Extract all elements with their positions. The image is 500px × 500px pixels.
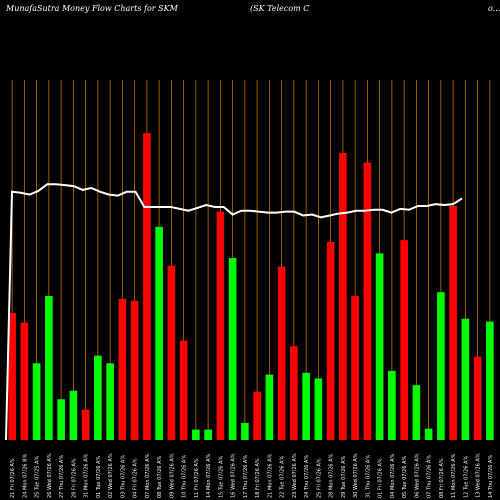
x-tick-label: 12 Tue 07/26 A% (463, 456, 469, 499)
x-tick-label: 07 Thu 07/26 A% (427, 455, 433, 498)
bar-up (388, 370, 396, 440)
x-tick-label: 31 Mon 07/26 A% (84, 453, 90, 498)
x-tick-label: 24 Mon 07/26 B% (22, 453, 28, 498)
x-tick-label: 06 Wed 07/26 A% (414, 453, 420, 498)
bar-down (277, 266, 286, 440)
x-tick-label: 01 Fri 07/26 A% (378, 458, 384, 498)
x-tick-label: 11 Mon 07/26 A% (451, 453, 457, 498)
bar-up (204, 429, 212, 440)
x-tick-label: 07 Mon 07/26 A% (145, 453, 151, 498)
x-tick-label: 01 Tue 07/26 A% (96, 456, 102, 499)
bar-up (45, 296, 53, 440)
bar-down (326, 242, 335, 440)
bar-down (339, 152, 347, 440)
x-tick-label: 03 Thu 07/26 A% (120, 455, 126, 498)
bar-down (351, 296, 359, 440)
bar-up (228, 258, 237, 440)
bar-up (94, 355, 102, 440)
bar-up (192, 429, 200, 440)
x-tick-label: 08 Fri 07/26 A% (439, 458, 445, 498)
x-tick-label: 15 Tue 07/26 A% (218, 456, 224, 499)
x-tick-label: 04 Fri 07/26 A% (133, 458, 139, 498)
x-tick-label: 28 Fri 07/26 A% (71, 458, 77, 498)
x-tick-label: 31 Thu 07/26 A% (365, 455, 371, 498)
bar-up (69, 390, 78, 440)
chart-title-overflow: o... (488, 4, 500, 13)
x-tick-label: 21 Mon 07/26 A% (267, 453, 273, 498)
bar-up (314, 378, 323, 440)
x-tick-label: 21 Fri 07/26 A% (10, 458, 16, 498)
bar-up (106, 363, 114, 440)
bar-down (473, 356, 482, 440)
x-tick-label: 09 Wed 07/26 A% (169, 453, 175, 498)
bar-up (32, 363, 41, 440)
money-flow-line (5, 183, 463, 441)
x-tick-label: 10 Thu 07/26 A% (182, 455, 188, 498)
bar-down (400, 240, 408, 440)
bar-up (424, 428, 433, 440)
x-tick-label: 04 Mon 07/26 A% (390, 453, 396, 498)
x-tick-label: 27 Thu 07/26 A% (59, 455, 65, 498)
x-tick-label: 08 Tue 07/26 A% (157, 456, 163, 499)
bar-up (265, 374, 274, 440)
x-tick-label: 11 Fri 07/26 A% (194, 458, 200, 498)
x-tick-label: 05 Tue 07/26 A% (402, 456, 408, 499)
bar-up (437, 292, 445, 440)
x-tick-label: 02 Wed 07/26 A% (108, 453, 114, 498)
bar-down (253, 391, 261, 440)
bar-up (486, 321, 494, 440)
chart-subtitle: (SK Telecom C (250, 4, 310, 13)
chart-title: MunafaSutra Money Flow Charts for SKM (6, 4, 178, 13)
bar-down (449, 206, 457, 440)
bar-up (241, 422, 249, 440)
bar-down (81, 409, 90, 440)
bar-down (8, 313, 16, 440)
x-tick-label: 30 Wed 07/26 A% (353, 453, 359, 498)
bar-down (167, 265, 176, 440)
x-tick-label: 28 Mon 07/26 A% (329, 453, 335, 498)
bar-up (375, 253, 384, 440)
x-tick-label: 14 Thu 07/26 A% (488, 455, 494, 498)
bar-down (20, 322, 29, 440)
x-tick-label: 14 Mon 07/26 A% (206, 453, 212, 498)
bar-up (57, 399, 65, 440)
bar-up (461, 318, 470, 440)
bar-down (179, 340, 188, 440)
x-tick-label: 23 Wed 07/26 A% (292, 453, 298, 498)
bar-up (412, 385, 421, 440)
x-tick-label: 18 Fri 07/26 A% (255, 458, 261, 498)
x-tick-label: 29 Tue 07/26 A% (341, 456, 347, 499)
x-tick-label: 24 Thu 07/26 A% (304, 455, 310, 498)
bar-down (363, 162, 372, 440)
x-tick-label: 22 Tue 07/26 A% (280, 456, 286, 499)
x-tick-label: 16 Wed 07/26 A% (231, 453, 237, 498)
bar-up (302, 372, 310, 440)
x-tick-label: 17 Thu 07/26 A% (243, 455, 249, 498)
x-tick-label: 26 Wed 07/26 A% (47, 453, 53, 498)
x-tick-label: 25 Tue 07/25 A% (35, 456, 41, 499)
bar-down (130, 300, 139, 440)
bar-down (143, 133, 151, 441)
bar-down (118, 298, 127, 440)
bar-up (155, 226, 163, 440)
x-tick-label: 25 Fri 07/26 A% (316, 458, 322, 498)
bar-down (216, 211, 225, 440)
bar-down (290, 346, 298, 440)
x-tick-label: 13 Wed 07/26 A% (476, 453, 482, 498)
